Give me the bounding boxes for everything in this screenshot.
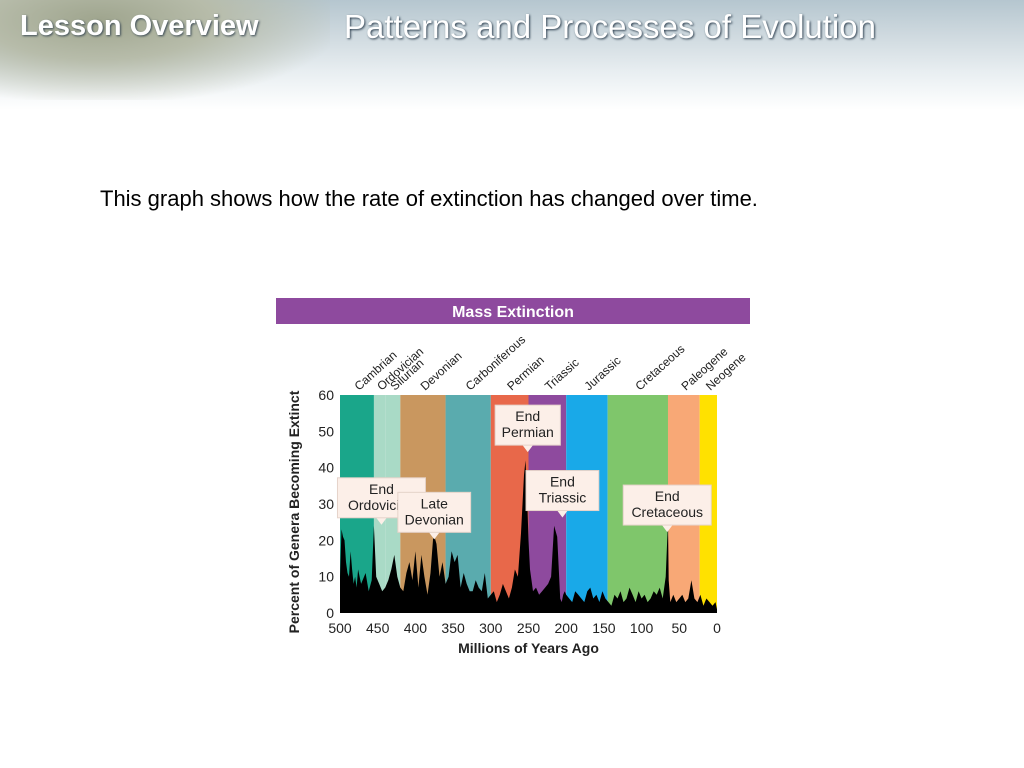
x-tick-label-300: 300	[479, 620, 503, 636]
x-tick-label-250: 250	[517, 620, 541, 636]
slide-title: Patterns and Processes of Evolution	[344, 8, 876, 45]
y-axis-label: Percent of Genera Becoming Extinct	[286, 390, 302, 633]
annotation-pointer-end-ordovician	[375, 516, 388, 525]
x-axis-label: Millions of Years Ago	[458, 640, 599, 656]
annotation-text-end-permian-1: Permian	[502, 424, 554, 440]
x-tick-label-200: 200	[555, 620, 579, 636]
annotation-box-late-devonian	[397, 491, 472, 533]
lesson-overview-label: Lesson Overview	[20, 10, 259, 42]
y-tick-label-20: 20	[318, 532, 334, 548]
annotation-text-end-cretaceous-0: End	[655, 488, 680, 504]
mass-extinction-chart: Mass ExtinctionCambrianOrdovicianSiluria…	[276, 298, 750, 662]
slide-header: Lesson Overview Patterns and Processes o…	[0, 0, 1024, 110]
y-tick-label-30: 30	[318, 496, 334, 512]
annotation-text-end-permian-0: End	[515, 408, 540, 424]
annotation-text-late-devonian-0: Late	[421, 495, 448, 511]
annotation-text-end-triassic-0: End	[550, 474, 575, 490]
slide-caption: This graph shows how the rate of extinct…	[100, 186, 758, 211]
x-tick-label-0: 0	[713, 620, 721, 636]
x-tick-label-450: 450	[366, 620, 390, 636]
x-tick-label-50: 50	[672, 620, 688, 636]
y-tick-label-0: 0	[326, 605, 334, 621]
chart-title: Mass Extinction	[452, 304, 574, 321]
annotation-text-end-ordovician-0: End	[369, 481, 394, 497]
annotation-box-end-permian	[494, 404, 561, 446]
header-fossil-image	[0, 0, 330, 100]
annotation-box-end-triassic	[525, 470, 600, 512]
annotation-pointer-end-cretaceous	[661, 524, 674, 533]
x-tick-label-100: 100	[630, 620, 654, 636]
y-tick-label-50: 50	[318, 423, 334, 439]
y-tick-label-10: 10	[318, 569, 334, 585]
x-tick-label-500: 500	[328, 620, 352, 636]
annotation-text-late-devonian-1: Devonian	[405, 511, 464, 527]
annotation-pointer-end-permian	[521, 444, 534, 453]
annotation-box-end-cretaceous	[622, 484, 712, 526]
chart-title-bar	[276, 298, 750, 324]
x-tick-label-400: 400	[404, 620, 428, 636]
annotation-pointer-late-devonian	[428, 531, 441, 540]
extinction-area-series	[340, 460, 717, 613]
annotation-text-end-triassic-1: Triassic	[539, 490, 587, 506]
annotation-text-end-cretaceous-1: Cretaceous	[631, 504, 703, 520]
x-tick-label-150: 150	[592, 620, 616, 636]
y-tick-label-60: 60	[318, 387, 334, 403]
y-tick-label-40: 40	[318, 460, 334, 476]
annotation-pointer-end-triassic	[556, 509, 569, 518]
x-tick-label-350: 350	[441, 620, 465, 636]
